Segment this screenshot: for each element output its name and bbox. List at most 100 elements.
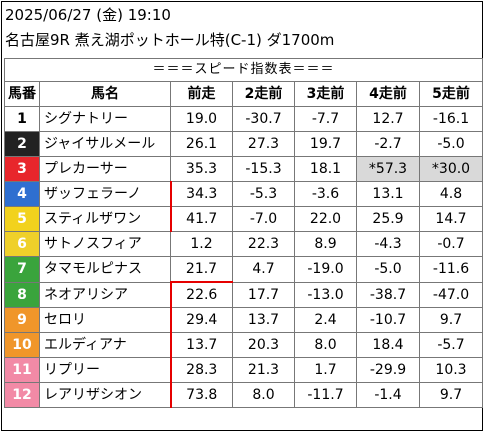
horse-number-cell: 8 bbox=[4, 281, 40, 308]
speed-index-cell: 4.8 bbox=[418, 181, 484, 207]
speed-index-cell: 35.3 bbox=[170, 156, 233, 182]
table-row: 3 プレカーサー 35.3 -15.3 18.1 *57.3 *30.0 bbox=[4, 156, 484, 182]
speed-index-cell: 22.6 bbox=[170, 281, 233, 308]
speed-index-cell: -19.0 bbox=[294, 256, 357, 283]
horse-name-cell: レアリザシオン bbox=[39, 382, 172, 408]
speed-index-cell: 9.7 bbox=[418, 382, 484, 408]
col-header-name: 馬名 bbox=[39, 81, 171, 107]
table-caption-row: ＝＝＝スピード指数表＝＝＝ bbox=[3, 58, 484, 82]
race-datetime: 2025/06/27 (金) 19:10 bbox=[5, 6, 171, 24]
speed-index-cell: 8.0 bbox=[232, 382, 295, 408]
horse-number-cell: 5 bbox=[4, 206, 40, 232]
speed-index-table: ＝＝＝スピード指数表＝＝＝ 馬番 馬名 前走 2走前 3走前 4走前 5走前 1… bbox=[3, 58, 484, 408]
speed-index-cell: 19.7 bbox=[294, 131, 357, 157]
horse-name-cell: エルディアナ bbox=[39, 332, 172, 358]
speed-index-cell: -10.7 bbox=[356, 307, 420, 333]
speed-index-cell: 25.9 bbox=[356, 206, 420, 232]
speed-index-cell: -13.0 bbox=[294, 281, 357, 308]
speed-index-cell: *30.0 bbox=[418, 156, 484, 182]
table-row: 4 ザッフェラーノ 34.3 -5.3 -3.6 13.1 4.8 bbox=[4, 181, 484, 207]
speed-index-cell: 34.3 bbox=[170, 181, 233, 207]
col-header-last: 前走 bbox=[170, 81, 233, 107]
speed-index-cell: 21.3 bbox=[232, 357, 295, 383]
speed-index-cell: 26.1 bbox=[170, 131, 233, 157]
horse-name-cell: ネオアリシア bbox=[39, 281, 172, 308]
horse-number-cell: 2 bbox=[4, 131, 40, 157]
speed-index-cell: 4.7 bbox=[232, 256, 295, 283]
speed-index-cell: -4.3 bbox=[356, 231, 420, 257]
speed-index-cell: -29.9 bbox=[356, 357, 420, 383]
speed-index-cell: -30.7 bbox=[232, 106, 295, 132]
speed-index-cell: -5.3 bbox=[232, 181, 295, 207]
speed-index-cell: 1.7 bbox=[294, 357, 357, 383]
horse-number-cell: 7 bbox=[4, 256, 40, 283]
speed-index-cell: -1.4 bbox=[356, 382, 420, 408]
speed-index-cell: -47.0 bbox=[418, 281, 484, 308]
speed-index-cell: -11.7 bbox=[294, 382, 357, 408]
horse-name-cell: シグナトリー bbox=[39, 106, 171, 132]
speed-index-cell: 14.7 bbox=[418, 206, 484, 232]
speed-index-cell: 13.1 bbox=[356, 181, 420, 207]
race-title: 名古屋9R 煮え湖ポットホール特(C-1) ダ1700m bbox=[5, 31, 335, 49]
table-row: 12 レアリザシオン 73.8 8.0 -11.7 -1.4 9.7 bbox=[4, 382, 484, 408]
horse-name-cell: スティルザワン bbox=[39, 206, 172, 232]
col-header-3rd-last: 3走前 bbox=[294, 81, 357, 107]
col-header-number: 馬番 bbox=[4, 81, 40, 107]
speed-index-cell: 18.1 bbox=[294, 156, 357, 182]
speed-index-cell: -0.7 bbox=[418, 231, 484, 257]
speed-index-cell: -11.6 bbox=[418, 256, 484, 283]
speed-index-cell: 9.7 bbox=[418, 307, 484, 333]
speed-index-cell: 29.4 bbox=[170, 307, 233, 333]
speed-index-cell: 28.3 bbox=[170, 357, 233, 383]
horse-number-cell: 6 bbox=[4, 231, 40, 257]
speed-index-cell: 13.7 bbox=[232, 307, 295, 333]
speed-index-cell: 10.3 bbox=[418, 357, 484, 383]
speed-index-cell: -5.0 bbox=[356, 256, 420, 283]
horse-name-cell: セロリ bbox=[39, 307, 172, 333]
speed-index-cell: -38.7 bbox=[356, 281, 420, 308]
speed-index-cell: 13.7 bbox=[170, 332, 233, 358]
horse-number-cell: 1 bbox=[4, 106, 40, 132]
speed-index-cell: *57.3 bbox=[356, 156, 420, 182]
col-header-2nd-last: 2走前 bbox=[232, 81, 295, 107]
speed-index-cell: 18.4 bbox=[356, 332, 420, 358]
table-row: 7 タマモルピナス 21.7 4.7 -19.0 -5.0 -11.6 bbox=[4, 256, 484, 283]
table-row: 11 リプリー 28.3 21.3 1.7 -29.9 10.3 bbox=[4, 357, 484, 383]
speed-index-cell: 8.9 bbox=[294, 231, 357, 257]
speed-index-cell: 8.0 bbox=[294, 332, 357, 358]
speed-index-cell: 21.7 bbox=[170, 256, 233, 283]
table-caption: ＝＝＝スピード指数表＝＝＝ bbox=[3, 58, 484, 82]
speed-index-cell: 2.4 bbox=[294, 307, 357, 333]
table-row: 8 ネオアリシア 22.6 17.7 -13.0 -38.7 -47.0 bbox=[4, 281, 484, 308]
horse-name-cell: サトノスフィア bbox=[39, 231, 171, 257]
speed-index-cell: 17.7 bbox=[232, 281, 295, 308]
speed-index-cell: 12.7 bbox=[356, 106, 420, 132]
speed-index-cell: 41.7 bbox=[170, 206, 233, 232]
horse-number-cell: 9 bbox=[4, 307, 40, 333]
speed-index-cell: -5.0 bbox=[418, 131, 484, 157]
speed-index-cell: 73.8 bbox=[170, 382, 233, 408]
table-row: 9 セロリ 29.4 13.7 2.4 -10.7 9.7 bbox=[4, 307, 484, 333]
speed-index-cell: -2.7 bbox=[356, 131, 420, 157]
speed-index-cell: 27.3 bbox=[232, 131, 295, 157]
speed-index-cell: 19.0 bbox=[170, 106, 233, 132]
horse-name-cell: ジャイサルメール bbox=[39, 131, 171, 157]
table-row: 10 エルディアナ 13.7 20.3 8.0 18.4 -5.7 bbox=[4, 332, 484, 358]
horse-name-cell: ザッフェラーノ bbox=[39, 181, 172, 207]
horse-number-cell: 4 bbox=[4, 181, 40, 207]
speed-index-cell: -16.1 bbox=[418, 106, 484, 132]
horse-number-cell: 12 bbox=[4, 382, 40, 408]
speed-index-cell: -3.6 bbox=[294, 181, 357, 207]
speed-index-cell: 22.0 bbox=[294, 206, 357, 232]
table-row: 1 シグナトリー 19.0 -30.7 -7.7 12.7 -16.1 bbox=[4, 106, 484, 132]
col-header-4th-last: 4走前 bbox=[356, 81, 420, 107]
speed-index-cell: 22.3 bbox=[232, 231, 295, 257]
table-row: 2 ジャイサルメール 26.1 27.3 19.7 -2.7 -5.0 bbox=[4, 131, 484, 157]
table-header-row: 馬番 馬名 前走 2走前 3走前 4走前 5走前 bbox=[4, 81, 484, 107]
col-header-5th-last: 5走前 bbox=[418, 81, 484, 107]
horse-name-cell: タマモルピナス bbox=[39, 256, 171, 283]
horse-number-cell: 10 bbox=[4, 332, 40, 358]
speed-index-cell: 1.2 bbox=[170, 231, 233, 257]
speed-index-cell: -7.7 bbox=[294, 106, 357, 132]
